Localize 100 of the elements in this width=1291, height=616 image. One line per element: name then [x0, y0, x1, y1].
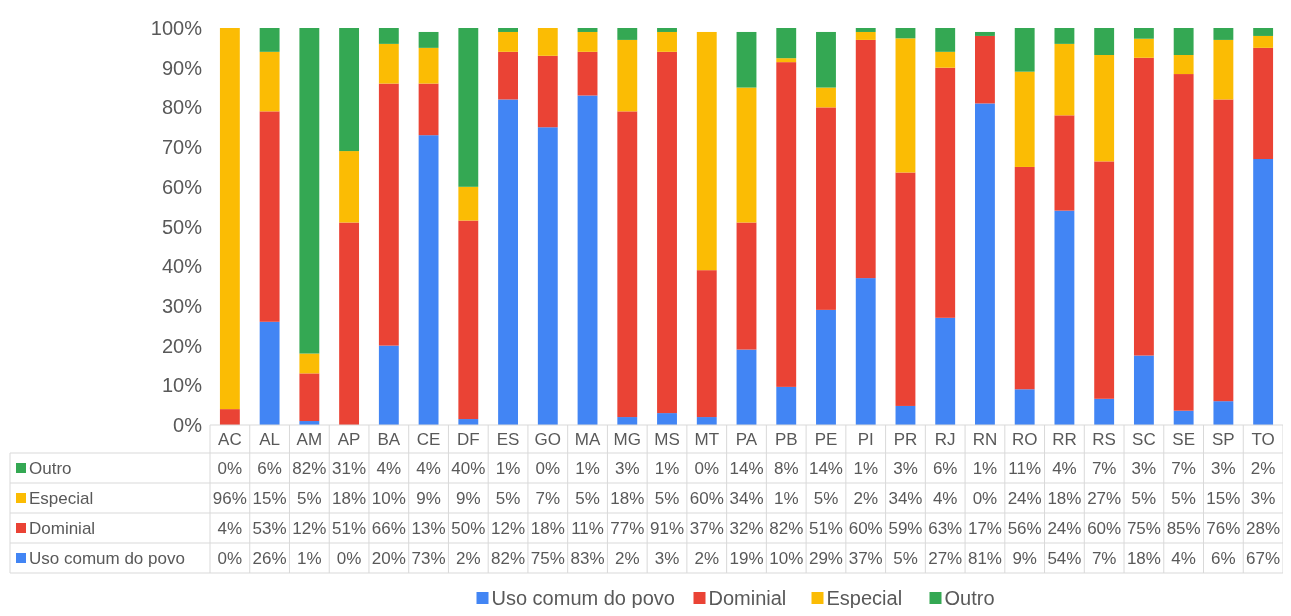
data-label: 19% [729, 548, 764, 568]
bar [1094, 398, 1115, 425]
bar [1213, 99, 1234, 402]
data-label: 37% [689, 518, 724, 538]
data-label: 1% [495, 458, 521, 478]
y-tick-label: 80% [161, 96, 203, 119]
data-label: 83% [570, 548, 605, 568]
x-tick-label: AM [296, 429, 323, 449]
bar [299, 28, 320, 354]
bar [378, 83, 399, 346]
bar [1014, 389, 1035, 425]
data-label: 3% [1131, 458, 1157, 478]
data-label: 6% [1211, 548, 1236, 568]
data-label: 7% [1091, 458, 1117, 478]
bar [1173, 74, 1194, 411]
data-label: 51% [332, 518, 367, 538]
x-tick-label: MS [654, 429, 680, 449]
bar [259, 321, 280, 425]
bar [1094, 28, 1115, 55]
data-label: 18% [1126, 548, 1161, 568]
x-tick-label: PR [893, 429, 918, 449]
y-tick-label: 90% [161, 56, 203, 79]
data-label: 11% [571, 518, 604, 538]
data-label: 0% [535, 458, 561, 478]
legend-label: Outro [29, 458, 72, 478]
bar [617, 111, 638, 418]
data-label: 9% [456, 488, 481, 508]
bar [1253, 28, 1274, 36]
data-label: 2% [456, 548, 481, 568]
bar [1094, 161, 1115, 399]
data-label: 2% [1250, 458, 1276, 478]
data-label: 24% [1007, 488, 1042, 508]
x-tick-label: PE [814, 429, 838, 449]
data-label: 5% [575, 488, 600, 508]
text: Dominial [708, 587, 787, 609]
bar [1173, 55, 1194, 75]
x-tick-label: AL [259, 429, 281, 449]
bar [895, 172, 916, 406]
data-label: 0% [217, 458, 243, 478]
legend-label: Especial [29, 488, 94, 508]
bar [259, 111, 280, 322]
data-label: 9% [1012, 548, 1037, 568]
bar [736, 222, 757, 350]
data-label: 5% [495, 488, 521, 508]
data-label: 7% [1091, 548, 1117, 568]
data-label: 63% [928, 518, 963, 538]
bar [1054, 28, 1075, 44]
data-label: 5% [654, 488, 680, 508]
data-label: 82% [491, 548, 526, 568]
bar [1094, 55, 1115, 162]
data-label: 10% [769, 548, 804, 568]
data-label: 2% [853, 488, 879, 508]
data-label: 11% [1008, 458, 1042, 478]
data-label: 8% [773, 458, 799, 478]
x-tick-label: PB [774, 429, 798, 449]
bar [418, 135, 439, 425]
data-label: 85% [1166, 518, 1201, 538]
data-label: 60% [689, 488, 724, 508]
bar [378, 345, 399, 425]
data-label: 3% [614, 458, 640, 478]
data-label: 4% [416, 458, 441, 478]
data-label: 2% [694, 548, 720, 568]
data-label: 14% [729, 458, 764, 478]
data-label: 0% [694, 458, 720, 478]
data-label: 18% [530, 518, 565, 538]
data-label: 5% [297, 488, 322, 508]
bar [975, 31, 995, 36]
data-label: 9% [416, 488, 441, 508]
bar [537, 28, 558, 56]
bar [418, 83, 439, 136]
bar [498, 99, 518, 425]
data-label: 77% [610, 518, 645, 538]
data-label: 82% [292, 458, 327, 478]
x-tick-label: CE [416, 429, 441, 449]
bar [1213, 28, 1234, 40]
y-tick-label: 100% [150, 17, 203, 39]
bar [1253, 159, 1274, 425]
bar [617, 28, 638, 40]
data-label: 1% [575, 458, 600, 478]
data-label: 18% [610, 488, 645, 508]
bar [855, 31, 876, 40]
data-label: 76% [1206, 518, 1241, 538]
data-label: 91% [650, 518, 685, 538]
bar [498, 28, 518, 32]
bar [1253, 47, 1274, 160]
data-label: 12% [491, 518, 526, 538]
bar [1054, 210, 1075, 425]
x-tick-label: TO [1251, 429, 1275, 449]
data-label: 51% [808, 518, 843, 538]
data-label: 5% [893, 548, 918, 568]
data-label: 66% [371, 518, 406, 538]
bar [418, 31, 439, 48]
bar [657, 28, 677, 32]
x-tick-label: AC [218, 429, 242, 449]
bar [1014, 166, 1035, 390]
bar [776, 62, 797, 387]
x-tick-label: MA [574, 429, 601, 449]
bar [736, 31, 757, 88]
bar [816, 31, 836, 88]
bar [418, 47, 439, 84]
